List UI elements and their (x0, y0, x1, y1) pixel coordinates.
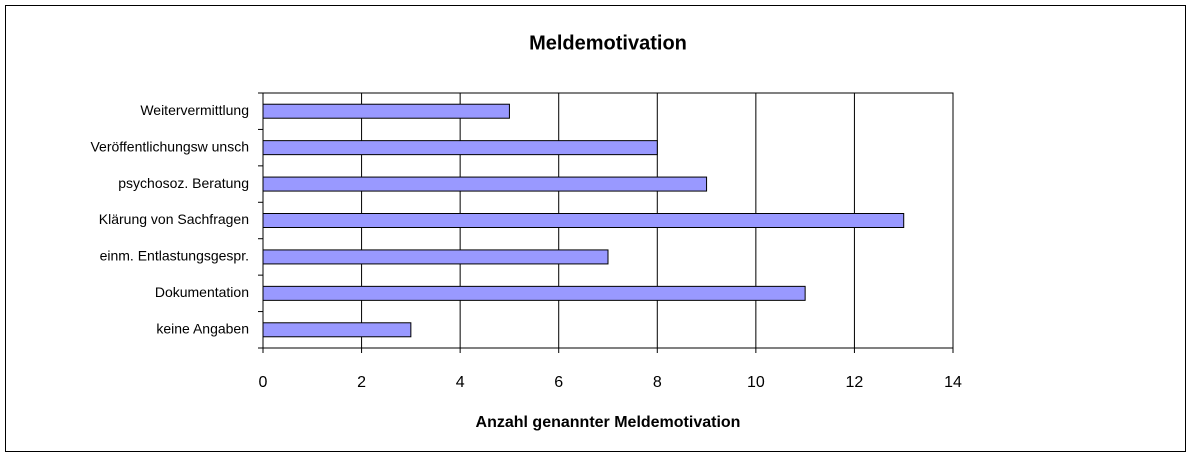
y-tick-label: Dokumentation (155, 284, 249, 300)
x-tick-label: 6 (554, 374, 563, 391)
bar (262, 140, 658, 156)
bar (262, 249, 609, 265)
x-tick-label: 0 (259, 374, 268, 391)
x-axis-label: Anzahl genannter Meldemotivation (476, 414, 741, 431)
y-tick-label: Weitervermittlung (140, 102, 249, 118)
bar (262, 103, 510, 119)
x-tick-label: 8 (653, 374, 662, 391)
y-tick-label: Veröffentlichungsw unsch (90, 138, 249, 154)
bar (262, 176, 708, 192)
x-tick-label: 10 (747, 374, 765, 391)
y-tick-label: einm. Entlastungsgespr. (100, 248, 249, 264)
y-tick-label: keine Angaben (156, 320, 249, 336)
chart-frame (5, 5, 1186, 452)
x-tick-label: 12 (846, 374, 864, 391)
bar (262, 285, 806, 301)
y-tick-label: psychosoz. Beratung (118, 175, 249, 191)
chart-title: Meldemotivation (529, 32, 687, 54)
x-tick-label: 4 (456, 374, 465, 391)
x-tick-label: 14 (944, 374, 962, 391)
bar (262, 322, 412, 338)
y-tick-label: Klärung von Sachfragen (99, 211, 249, 227)
x-tick-label: 2 (357, 374, 366, 391)
bar (262, 213, 905, 228)
